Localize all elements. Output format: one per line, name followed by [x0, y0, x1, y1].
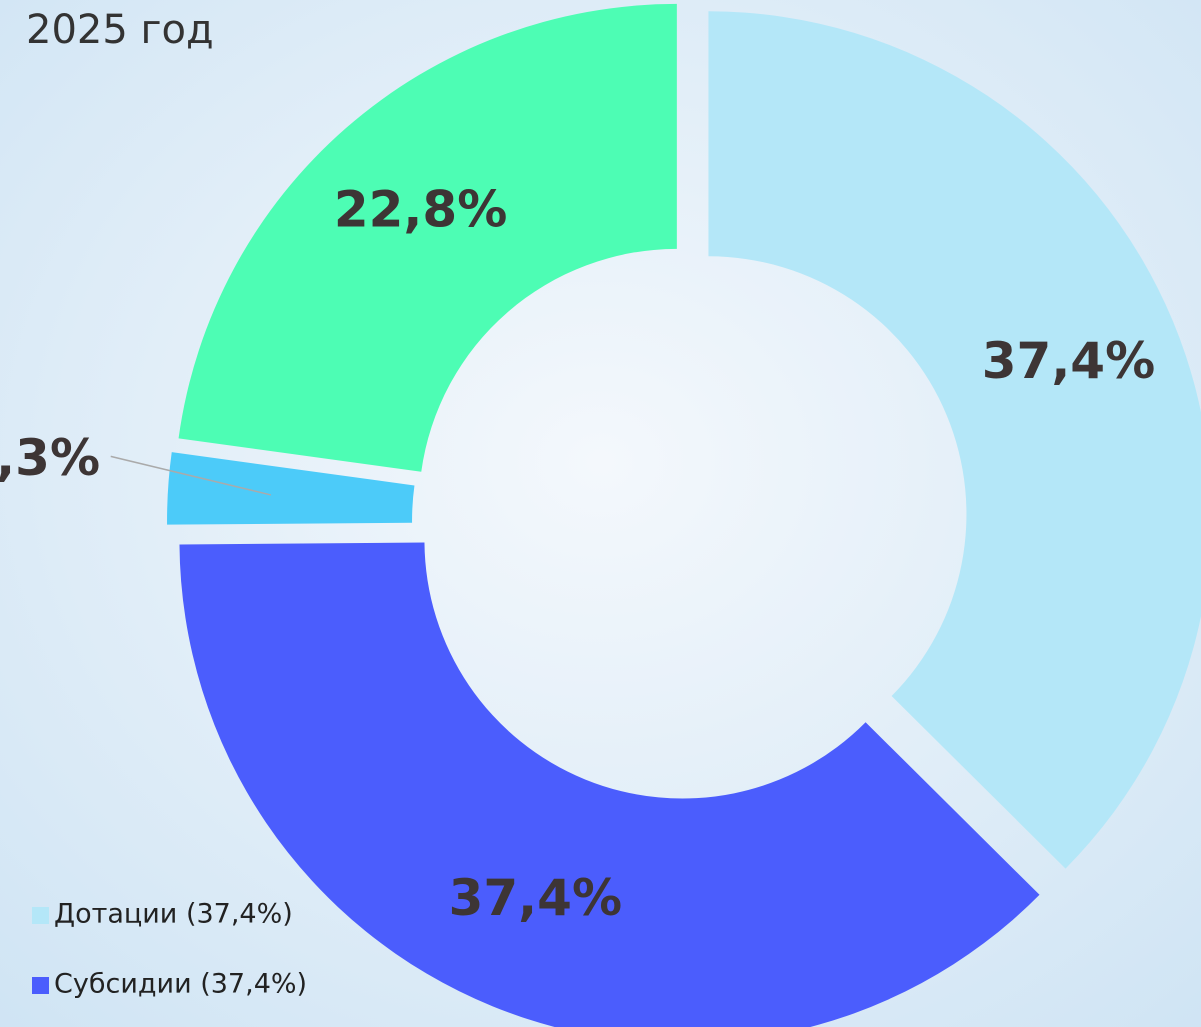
- legend-label: Субсидии (37,4%): [54, 969, 307, 1000]
- chart-title: 2025 год: [26, 7, 214, 53]
- data-label: 37,4%: [982, 332, 1155, 390]
- legend-label: Дотации (37,4%): [54, 899, 293, 930]
- donut-slice: [708, 11, 1201, 869]
- donut-slice: [179, 542, 1040, 1027]
- donut-slice: [167, 452, 415, 525]
- data-label: 37,4%: [449, 869, 622, 927]
- donut-slice: [178, 3, 677, 472]
- legend-swatch: [32, 977, 49, 994]
- data-label: 22,8%: [334, 180, 507, 238]
- legend-swatch: [32, 907, 49, 924]
- leader-line: [110, 455, 272, 496]
- data-label: 2,3%: [0, 429, 100, 487]
